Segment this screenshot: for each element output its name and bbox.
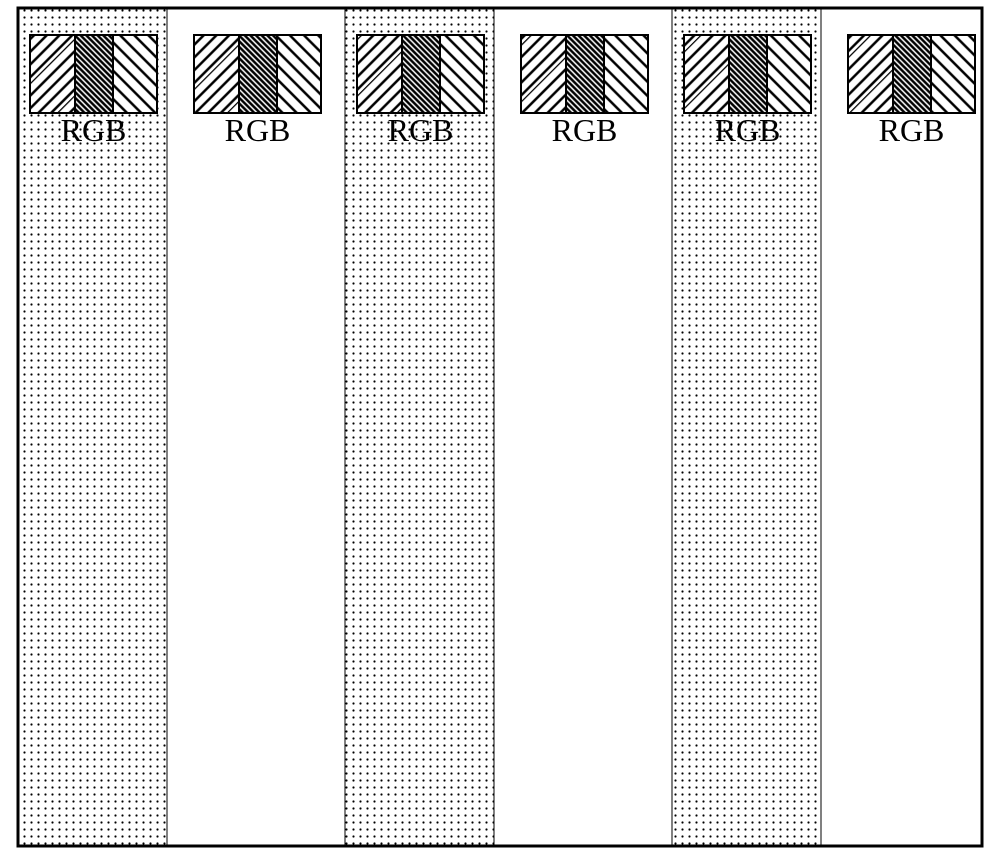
diagram-svg: RGB RGB RGB RGB RGB RGB <box>0 0 1000 853</box>
svg-text:RGB: RGB <box>61 112 127 148</box>
svg-text:RGB: RGB <box>388 112 454 148</box>
rgb-columns-diagram: RGB RGB RGB RGB RGB RGB <box>0 0 1000 853</box>
svg-text:RGB: RGB <box>715 112 781 148</box>
svg-text:RGB: RGB <box>879 112 945 148</box>
svg-text:RGB: RGB <box>225 112 291 148</box>
svg-text:RGB: RGB <box>552 112 618 148</box>
